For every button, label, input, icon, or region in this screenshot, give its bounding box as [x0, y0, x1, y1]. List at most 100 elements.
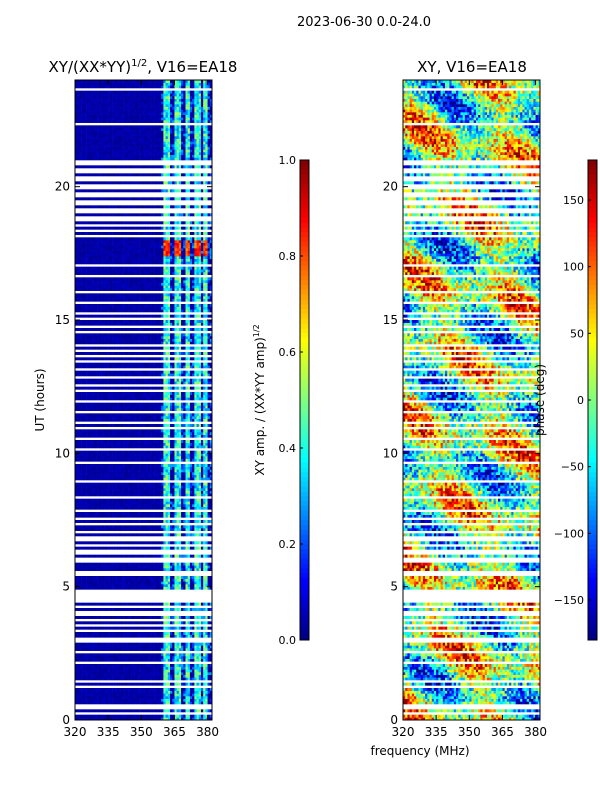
heatmap-cell — [128, 701, 131, 704]
heatmap-cell — [183, 696, 186, 699]
heatmap-cell — [97, 672, 100, 675]
heatmap-cell — [130, 675, 133, 678]
heatmap-cell — [179, 675, 182, 678]
heatmap-cell — [177, 635, 180, 638]
heatmap-cell — [132, 656, 135, 659]
heatmap-cell — [102, 568, 105, 571]
heatmap-cell — [188, 643, 191, 646]
heatmap-cell — [97, 565, 100, 568]
heatmap-cell — [119, 696, 122, 699]
heatmap-cell — [88, 645, 91, 648]
heatmap-cell — [150, 584, 153, 587]
heatmap-cell — [179, 603, 182, 606]
heatmap-cell — [141, 565, 144, 568]
heatmap-cell — [185, 587, 188, 590]
heatmap-cell — [192, 576, 195, 579]
heatmap-cell — [146, 683, 149, 686]
heatmap-cell — [106, 669, 109, 672]
heatmap-cell — [77, 667, 80, 670]
heatmap-cell — [128, 709, 131, 712]
heatmap-cell — [84, 645, 87, 648]
heatmap-cell — [168, 587, 171, 590]
heatmap-cell — [188, 635, 191, 638]
heatmap-cell — [141, 581, 144, 584]
heatmap-cell — [183, 691, 186, 694]
heatmap-cell — [144, 568, 147, 571]
heatmap-cell — [117, 691, 120, 694]
heatmap-cell — [95, 653, 98, 656]
heatmap-cell — [88, 555, 91, 558]
heatmap-cell — [99, 635, 102, 638]
heatmap-cell — [197, 683, 200, 686]
heatmap-cell — [174, 621, 177, 624]
heatmap-cell — [126, 616, 129, 619]
heatmap-cell — [155, 635, 158, 638]
heatmap-cell — [197, 656, 200, 659]
heatmap-cell — [86, 683, 89, 686]
heatmap-cell — [106, 709, 109, 712]
heatmap-cells — [75, 80, 212, 720]
heatmap-cell — [90, 648, 93, 651]
heatmap-cell — [130, 565, 133, 568]
heatmap-cell — [161, 701, 164, 704]
heatmap-cell — [161, 696, 164, 699]
heatmap-cell — [104, 584, 107, 587]
heatmap-cell — [113, 683, 116, 686]
heatmap-cell — [99, 677, 102, 680]
heatmap-cell — [197, 667, 200, 670]
heatmap-cell — [84, 632, 87, 635]
heatmap-cell — [90, 653, 93, 656]
heatmap-cell — [194, 627, 197, 630]
heatmap-cell — [84, 693, 87, 696]
heatmap-cell — [84, 608, 87, 611]
heatmap-cell — [155, 664, 158, 667]
heatmap-cell — [86, 653, 89, 656]
heatmap-cell — [102, 627, 105, 630]
heatmap-cell — [197, 699, 200, 702]
heatmap-cell — [108, 701, 111, 704]
heatmap-cell — [155, 672, 158, 675]
heatmap-cell — [135, 616, 138, 619]
heatmap-cell — [139, 603, 142, 606]
heatmap-cell — [199, 715, 202, 718]
heatmap-cell — [119, 576, 122, 579]
heatmap-cell — [102, 643, 105, 646]
heatmap-cell — [170, 701, 173, 704]
heatmap-cell — [188, 693, 191, 696]
heatmap-cell — [130, 645, 133, 648]
heatmap-cell — [86, 608, 89, 611]
heatmap-cell — [150, 693, 153, 696]
heatmap-cell — [208, 701, 211, 704]
heatmap-cell — [172, 568, 175, 571]
heatmap-cell — [197, 659, 200, 662]
heatmap-cell — [157, 627, 160, 630]
heatmap-cell — [177, 627, 180, 630]
heatmap-cell — [82, 581, 85, 584]
heatmap-cell — [104, 667, 107, 670]
heatmap-cell — [144, 635, 147, 638]
heatmap-cell — [150, 683, 153, 686]
heatmap-cell — [86, 659, 89, 662]
heatmap-cell — [132, 643, 135, 646]
heatmap-cell — [161, 584, 164, 587]
heatmap-cell — [181, 563, 184, 566]
heatmap-cell — [137, 691, 140, 694]
heatmap-cell — [141, 688, 144, 691]
heatmap-cell — [102, 616, 105, 619]
heatmap-cell — [79, 691, 82, 694]
heatmap-cell — [174, 632, 177, 635]
heatmap-cell — [124, 565, 127, 568]
heatmap-cell — [113, 691, 116, 694]
heatmap-cell — [155, 659, 158, 662]
heatmap-cell — [88, 693, 91, 696]
heatmap-cell — [90, 584, 93, 587]
heatmap-cell — [128, 603, 131, 606]
heatmap-cell — [203, 699, 206, 702]
heatmap-cell — [82, 659, 85, 662]
heatmap-cell — [137, 677, 140, 680]
heatmap-cell — [146, 664, 149, 667]
heatmap-cell — [139, 587, 142, 590]
heatmap-cell — [144, 648, 147, 651]
heatmap-cell — [106, 579, 109, 582]
heatmap-cell — [128, 664, 131, 667]
